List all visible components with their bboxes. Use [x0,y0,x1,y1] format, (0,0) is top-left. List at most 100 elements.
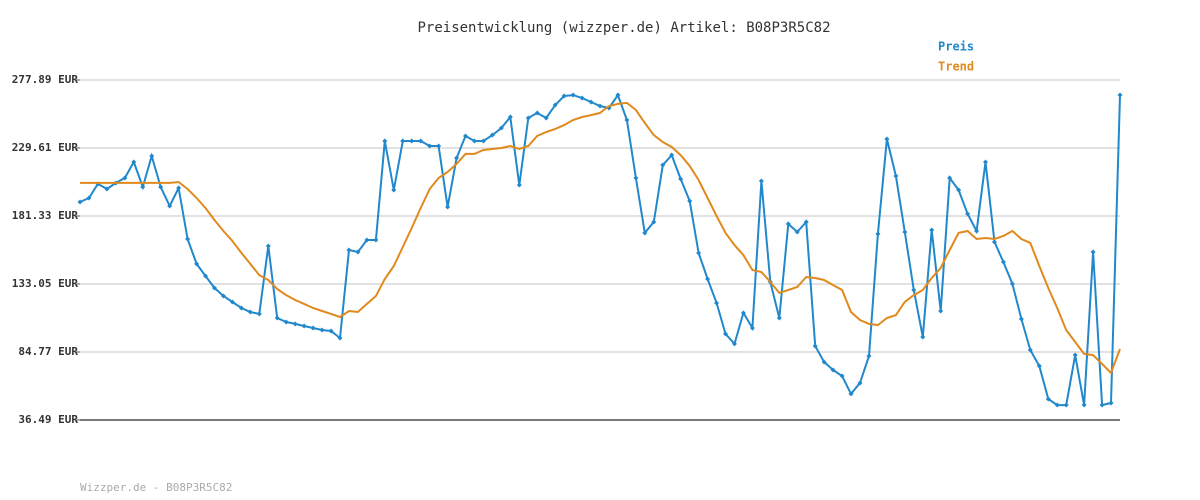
point-marker [1090,249,1096,255]
legend-label: Preis [938,40,974,54]
point-marker [391,187,397,193]
point-marker [534,110,540,116]
point-marker [803,219,809,225]
point-marker [1027,347,1033,353]
point-marker [525,115,531,121]
point-marker [776,315,782,321]
point-marker [633,175,639,181]
point-marker [570,92,576,98]
point-marker [498,125,504,131]
point-marker [902,229,908,235]
point-marker [489,132,495,138]
point-marker [256,311,262,317]
point-marker [310,325,316,331]
point-marker [418,138,424,144]
point-marker [292,321,298,327]
chart-title: Preisentwicklung (wizzper.de) Artikel: B… [417,20,830,36]
point-marker [579,95,585,101]
series-line [79,92,1121,407]
point-marker [355,249,361,255]
point-marker [463,133,469,139]
point-marker [1117,92,1123,98]
point-marker [615,92,621,98]
point-marker [283,319,289,325]
point-marker [794,229,800,235]
point-marker [1009,281,1015,287]
point-marker [131,159,137,165]
point-marker [848,391,854,397]
point-marker [938,308,944,314]
y-tick-label: 36.49 EUR [18,413,78,426]
point-marker [400,138,406,144]
point-marker [1072,352,1078,358]
point-marker [104,186,110,192]
point-marker [238,305,244,311]
y-tick-label: 277.89 EUR [12,73,79,86]
point-marker [122,175,128,181]
point-marker [678,176,684,182]
point-marker [471,138,477,144]
point-marker [265,243,271,249]
y-tick-label: 181.33 EUR [12,209,79,222]
point-marker [875,231,881,237]
point-marker [929,227,935,233]
point-marker [561,93,567,99]
point-marker [705,276,711,282]
point-marker [597,103,603,109]
point-marker [543,115,549,121]
point-marker [642,230,648,236]
point-marker [696,250,702,256]
point-marker [830,367,836,373]
point-marker [149,153,155,159]
point-marker [445,204,451,210]
point-marker [507,114,513,120]
point-marker [920,334,926,340]
series-line [80,101,1121,375]
point-marker [77,199,83,205]
point-marker [1036,363,1042,369]
y-tick-label: 229.61 EUR [12,141,79,154]
point-marker [346,247,352,253]
point-marker [785,221,791,227]
point-marker [731,341,737,347]
point-marker [1000,259,1006,265]
point-marker [364,237,370,243]
point-marker [140,184,146,190]
footer: Wizzper.de - B08P3R5C82 [80,481,232,494]
point-marker [480,138,486,144]
legend-label: Trend [938,60,974,74]
point-marker [965,211,971,217]
point-marker [274,315,280,321]
point-marker [839,373,845,379]
point-marker [749,325,755,331]
point-marker [86,195,92,201]
point-marker [1018,316,1024,322]
point-marker [714,300,720,306]
point-marker [1045,396,1051,402]
point-marker [337,335,343,341]
point-marker [1054,402,1060,408]
point-marker [956,187,962,193]
point-marker [866,353,872,359]
point-marker [158,184,164,190]
point-marker [454,155,460,161]
point-marker [229,299,235,305]
point-marker [624,117,630,123]
point-marker [176,185,182,191]
point-marker [991,239,997,245]
point-marker [427,143,433,149]
point-marker [857,380,863,386]
y-tick-label: 133.05 EUR [12,277,79,290]
point-marker [211,285,217,291]
point-marker [947,175,953,181]
point-marker [194,261,200,267]
point-marker [821,359,827,365]
point-marker [911,287,917,293]
point-marker [319,327,325,333]
point-marker [1099,402,1105,408]
point-marker [651,219,657,225]
point-marker [588,99,594,105]
point-marker [740,310,746,316]
point-marker [373,237,379,243]
point-marker [185,236,191,242]
